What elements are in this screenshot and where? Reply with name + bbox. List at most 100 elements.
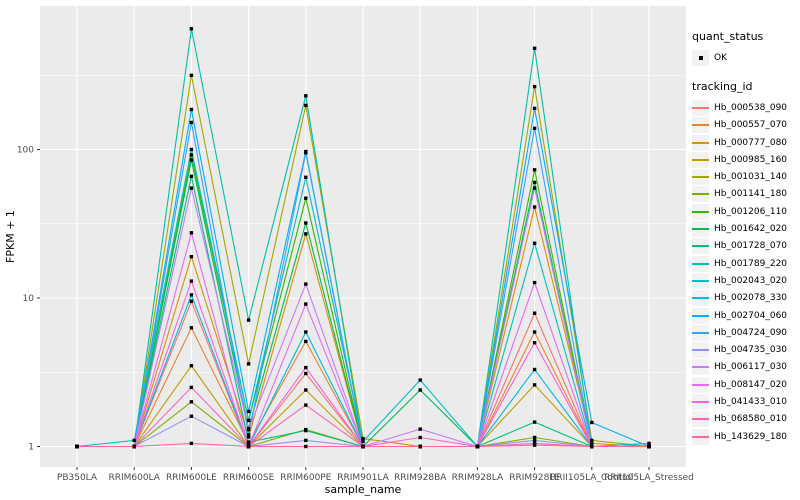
data-point (532, 367, 537, 372)
legend-item-Hb_008147_020: Hb_008147_020 (692, 376, 800, 393)
legend-item-Hb_001642_020: Hb_001642_020 (692, 220, 800, 238)
data-point (189, 299, 194, 303)
data-point (418, 444, 422, 449)
legend-key-box (692, 151, 709, 168)
legend-item-Hb_002704_060: Hb_002704_060 (692, 307, 800, 324)
legend-key-box (692, 186, 709, 203)
data-point (361, 444, 365, 449)
legend-item-label: Hb_001141_180 (714, 189, 788, 200)
y-tick-label: 1 (28, 443, 34, 453)
legend-item-label: Hb_000538_090 (714, 102, 788, 113)
legend-item-label: Hb_000557_070 (714, 120, 788, 131)
data-point (304, 371, 308, 376)
x-tick-label: RRIM600PE (280, 473, 332, 483)
legend-key-box (692, 134, 709, 151)
legend-item-Hb_004735_030: Hb_004735_030 (692, 341, 800, 359)
legend-item-Hb_001031_140: Hb_001031_140 (692, 168, 800, 186)
legend-item-Hb_000985_160: Hb_000985_160 (692, 151, 800, 168)
data-point (304, 151, 308, 155)
data-point (189, 364, 194, 368)
legend-key-box (692, 307, 709, 324)
data-point (189, 293, 194, 297)
data-point (246, 318, 251, 322)
data-point (532, 330, 537, 334)
legend-item-label: Hb_068580_010 (714, 414, 788, 425)
legend-key-box (692, 428, 709, 445)
legend-key-box (692, 221, 709, 238)
data-point (590, 438, 594, 443)
data-point (532, 205, 537, 209)
data-point (647, 441, 651, 446)
legend-key-box (692, 255, 709, 272)
legend-item-label: Hb_002078_330 (714, 293, 788, 304)
legend-key-line-icon (692, 314, 709, 317)
data-point (590, 444, 594, 449)
data-point (418, 378, 422, 382)
data-point (189, 441, 194, 446)
legend-item-label: Hb_008147_020 (714, 379, 788, 390)
y-tick-label: 100 (17, 146, 34, 156)
legend-key-line-icon (692, 176, 709, 179)
data-point (189, 400, 194, 404)
legend-item-label: Hb_001031_140 (714, 172, 788, 183)
legend-key-box (692, 99, 709, 116)
legend-key-line-icon (692, 262, 709, 265)
data-point (418, 435, 422, 440)
x-tick-label: PB350LA (57, 473, 98, 483)
legend-key-line-icon (692, 400, 709, 403)
data-point (189, 326, 194, 330)
data-point (304, 175, 308, 179)
legend-key-box (692, 169, 709, 186)
legend-item-Hb_001728_070: Hb_001728_070 (692, 238, 800, 255)
x-tick-label: RRIM928LE (509, 473, 560, 483)
data-point (475, 444, 480, 449)
legend-item-Hb_006117_030: Hb_006117_030 (692, 359, 800, 376)
legend: quant_status OK tracking_id Hb_000538_09… (692, 30, 800, 445)
data-point (532, 441, 537, 446)
data-point (532, 84, 537, 89)
data-point (647, 444, 651, 449)
x-tick-label: RRII105LA_Control (550, 473, 633, 483)
legend-key-box (692, 117, 709, 134)
legend-item-ok: OK (692, 49, 800, 66)
data-point (189, 186, 194, 190)
legend-item-Hb_002043_020: Hb_002043_020 (692, 272, 800, 289)
legend-item-Hb_143629_180: Hb_143629_180 (692, 428, 800, 445)
legend-key-box (692, 359, 709, 376)
data-point (590, 420, 594, 425)
data-point (189, 27, 194, 31)
data-point (532, 443, 537, 447)
data-point (304, 438, 308, 443)
data-point (246, 444, 251, 449)
data-point (304, 94, 308, 98)
data-point (532, 341, 537, 345)
legend-item-Hb_004724_090: Hb_004724_090 (692, 324, 800, 341)
data-point (590, 441, 594, 446)
data-point (532, 180, 537, 185)
legend-key-line-icon (692, 331, 709, 334)
y-tick-label: 10 (23, 294, 35, 304)
data-point (304, 365, 308, 370)
data-point (532, 383, 537, 387)
legend-item-Hb_041433_010: Hb_041433_010 (692, 393, 800, 410)
data-point (418, 388, 422, 392)
legend-key-box (692, 342, 709, 359)
legend-key-line-icon (692, 158, 709, 161)
data-point (246, 418, 251, 423)
legend-item-Hb_001141_180: Hb_001141_180 (692, 186, 800, 203)
legend-item-label: Hb_000777_080 (714, 137, 788, 148)
data-point (304, 428, 308, 433)
data-point (532, 241, 537, 245)
legend-title-quant-status: quant_status (692, 30, 764, 43)
data-point (246, 433, 251, 437)
legend-key-line-icon (692, 418, 709, 421)
x-tick-label: RRIM600LA (108, 473, 160, 483)
data-point (189, 414, 194, 418)
legend-key-box (692, 324, 709, 341)
legend-item-Hb_000538_090: Hb_000538_090 (692, 99, 800, 116)
legend-key-line-icon (692, 124, 709, 127)
legend-item-Hb_000557_070: Hb_000557_070 (692, 117, 800, 134)
data-point (532, 438, 537, 443)
data-point (532, 106, 537, 111)
data-point (189, 174, 194, 178)
